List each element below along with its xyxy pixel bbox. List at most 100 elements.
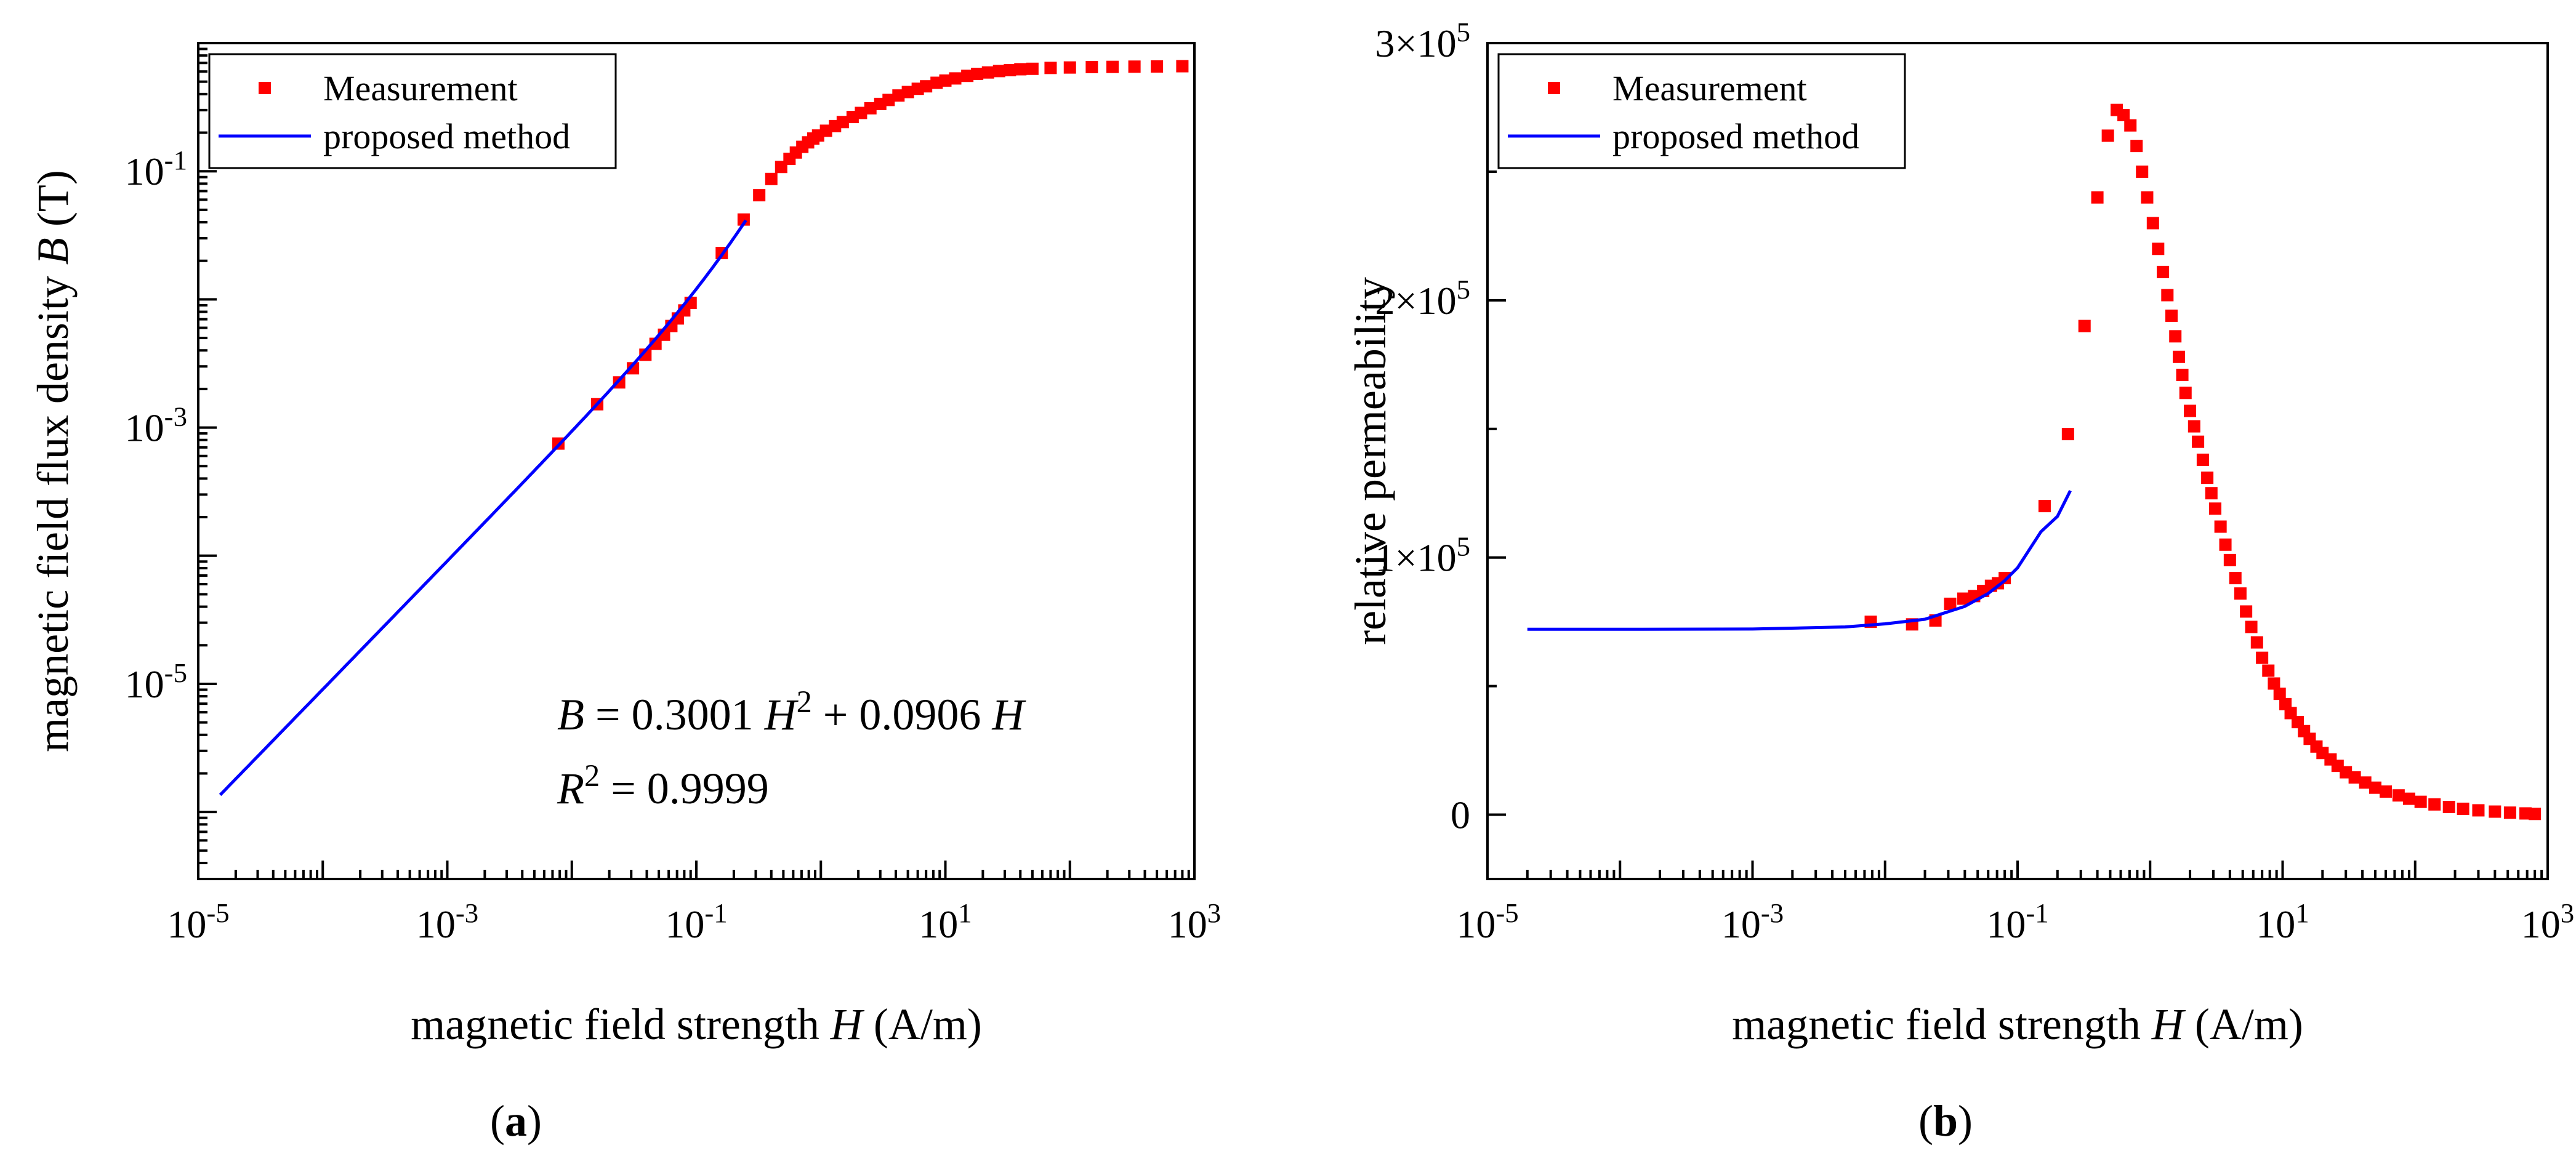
y-tick-label: 10-5 xyxy=(125,657,187,706)
data-point xyxy=(961,70,974,82)
data-point xyxy=(1044,62,1057,74)
equation-annotation-part: + 0.0906 xyxy=(812,690,992,739)
data-point xyxy=(2457,802,2469,815)
x-tick-label-part: -1 xyxy=(2026,897,2048,928)
fit-line xyxy=(1527,489,2072,631)
data-point xyxy=(2414,795,2427,808)
x-tick-label-part: 10 xyxy=(1721,902,1761,946)
y-tick-label-part: 5 xyxy=(1457,531,1470,562)
data-point xyxy=(2379,785,2392,798)
r2-annotation-part: 2 xyxy=(584,758,600,793)
x-tick-label-part: 10 xyxy=(1168,902,1207,946)
legend-box xyxy=(208,53,617,169)
data-point xyxy=(855,106,867,119)
equation-annotation: B = 0.3001 H2 + 0.0906 H xyxy=(557,684,1026,739)
y-tick-label-part: 10 xyxy=(125,406,164,450)
data-point xyxy=(836,116,849,129)
y-tick-label-part: 2×10 xyxy=(1375,279,1457,323)
x-tick-label: 10-1 xyxy=(665,897,727,946)
x-axis-title-part: H xyxy=(830,1000,865,1049)
data-point xyxy=(2262,664,2275,677)
data-point xyxy=(2205,487,2218,500)
data-point xyxy=(2078,319,2091,332)
x-tick-label: 10-5 xyxy=(167,897,229,946)
equation-annotation-part: = 0.3001 xyxy=(584,690,765,739)
r2-annotation-part: = 0.9999 xyxy=(600,764,769,813)
data-point xyxy=(1957,592,1970,605)
data-point xyxy=(2442,801,2455,814)
legend-label-fit-part: proposed method xyxy=(1612,116,1859,156)
panel-label-part: ( xyxy=(1918,1096,1933,1146)
x-tick-label: 10-1 xyxy=(1986,897,2048,946)
data-point xyxy=(2161,289,2174,302)
x-tick-label-part: -1 xyxy=(704,897,727,928)
x-axis-title-part: (A/m) xyxy=(2184,1000,2303,1049)
data-point xyxy=(1128,60,1141,73)
data-point xyxy=(2201,472,2214,484)
y-tick-label-part: 1×10 xyxy=(1375,536,1457,580)
data-point xyxy=(1106,60,1119,73)
panel-label-part: b xyxy=(1933,1096,1958,1146)
data-point xyxy=(2192,435,2205,448)
data-point xyxy=(901,86,914,98)
data-point xyxy=(1151,60,1164,73)
data-point xyxy=(2124,119,2137,132)
data-point xyxy=(882,94,895,106)
data-point xyxy=(939,74,952,87)
data-point xyxy=(2256,651,2269,664)
x-tick-label-part: -5 xyxy=(206,897,229,928)
x-tick-label: 10-5 xyxy=(1456,897,1518,946)
panel-label-part: a xyxy=(505,1096,527,1146)
x-axis-title-part: magnetic field strength xyxy=(411,1000,831,1049)
data-point xyxy=(2173,350,2186,363)
data-point xyxy=(1085,60,1098,73)
y-tick-label-part: -3 xyxy=(164,401,187,432)
data-point xyxy=(2184,404,2197,417)
y-axis-title-part: (T) xyxy=(28,170,78,238)
r2-annotation-part: R xyxy=(557,764,584,813)
data-point xyxy=(2136,165,2149,178)
x-tick-label-part: -5 xyxy=(1495,897,1518,928)
legend-label-measurement-part: Measurement xyxy=(1612,68,1807,108)
data-point xyxy=(2402,792,2415,805)
panel-label-part: ( xyxy=(490,1096,505,1146)
data-point xyxy=(2188,420,2200,433)
x-axis-title-part: magnetic field strength xyxy=(1732,1000,2152,1049)
data-point xyxy=(2529,808,2542,821)
equation-annotation-part: H xyxy=(764,690,799,739)
data-point xyxy=(1063,61,1076,74)
y-axis-title-part: relative permeability xyxy=(1346,277,1395,645)
data-point xyxy=(1176,60,1189,73)
data-point xyxy=(2219,538,2232,551)
data-point xyxy=(2196,453,2209,466)
y-tick-label-part: -1 xyxy=(164,145,187,175)
data-point xyxy=(2165,309,2178,322)
data-point xyxy=(765,172,778,185)
data-point xyxy=(2489,805,2502,818)
x-tick-label-part: 10 xyxy=(919,902,958,946)
data-point xyxy=(2245,620,2258,633)
data-point xyxy=(892,89,905,102)
equation-annotation-part: B xyxy=(557,690,584,739)
y-tick-label-part: -5 xyxy=(164,657,187,688)
equation-annotation-part: 2 xyxy=(797,684,812,719)
y-tick-label-part: 10 xyxy=(125,150,164,193)
legend-label-fit: proposed method xyxy=(1612,116,1859,156)
x-tick-label-part: 3 xyxy=(1207,897,1221,928)
data-point xyxy=(1944,597,1957,610)
data-point xyxy=(1026,62,1039,75)
data-point xyxy=(2519,807,2532,820)
data-point xyxy=(2428,798,2441,811)
x-tick-label-part: 1 xyxy=(958,897,972,928)
data-point xyxy=(753,189,766,202)
data-point xyxy=(920,80,933,93)
y-tick-label: 10-3 xyxy=(125,401,187,450)
data-point xyxy=(2091,191,2104,204)
data-point xyxy=(2169,330,2182,343)
legend-label-fit: proposed method xyxy=(323,116,570,156)
x-tick-label-part: -3 xyxy=(1761,897,1784,928)
panel-label: (a) xyxy=(490,1096,542,1146)
data-point xyxy=(2179,387,2192,399)
x-tick-label-part: 10 xyxy=(1456,902,1495,946)
